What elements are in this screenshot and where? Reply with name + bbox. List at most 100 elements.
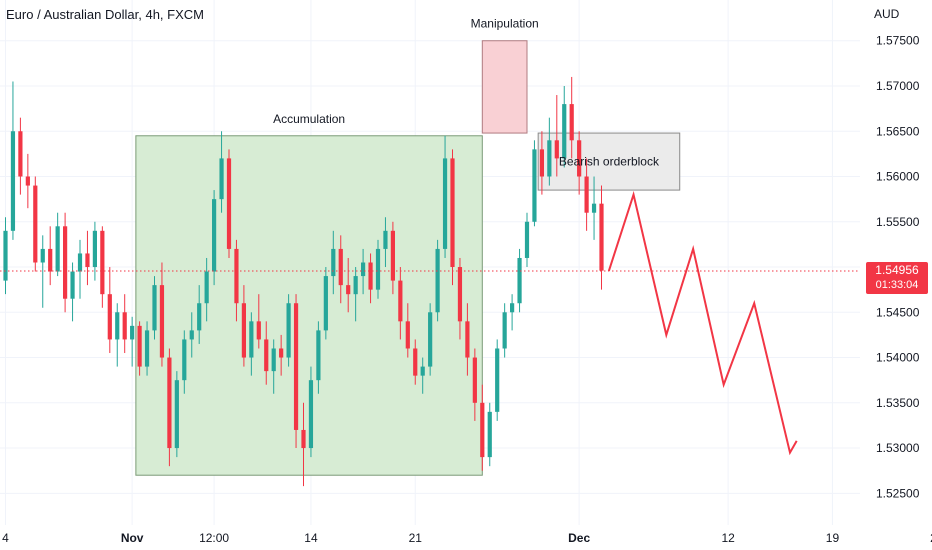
candle-body xyxy=(353,276,358,295)
y-tick-label: 1.52500 xyxy=(876,486,920,500)
last-price-value: 1.54956 xyxy=(875,263,919,277)
candle-body xyxy=(40,248,45,263)
candle-body xyxy=(48,248,53,272)
last-price-badge: 1.54956 01:33:04 xyxy=(866,262,928,294)
candle-body xyxy=(219,158,224,200)
candle-body xyxy=(256,321,261,340)
candle-body xyxy=(286,303,291,358)
candle-body xyxy=(137,325,142,367)
x-tick-label: 26 xyxy=(930,531,932,545)
candle-body xyxy=(271,348,276,372)
candle-body xyxy=(510,303,515,313)
x-tick-label: 19 xyxy=(826,531,840,545)
chart-title: Euro / Australian Dollar, 4h, FXCM xyxy=(6,7,204,22)
candle-body xyxy=(70,271,75,299)
currency-label: AUD xyxy=(874,7,900,21)
candle-body xyxy=(368,262,373,290)
candle-body xyxy=(547,140,552,177)
candle-body xyxy=(100,230,105,295)
candle-body xyxy=(122,312,127,340)
y-tick-label: 1.57500 xyxy=(876,34,920,48)
candle-body xyxy=(346,285,351,295)
candle-body xyxy=(197,303,202,331)
x-axis[interactable]: 4 Nov 12:00 14 21 Dec 12 19 26 xyxy=(2,531,932,545)
overlay-layer: Accumulation Manipulation Bearish orderblo… xyxy=(0,17,860,456)
candle-body xyxy=(115,312,120,340)
y-axis[interactable]: 1.525001.530001.535001.540001.545001.550… xyxy=(876,34,920,501)
candle-body xyxy=(524,221,530,258)
bearish-orderblock-zone xyxy=(537,132,681,191)
x-tick-label: 12:00 xyxy=(199,531,229,545)
candle-body xyxy=(331,248,336,277)
candle-body xyxy=(577,140,582,177)
candle-body xyxy=(480,402,485,458)
candle-body xyxy=(234,248,239,304)
candle-body xyxy=(502,312,507,349)
candle-body xyxy=(591,203,597,213)
candle-body xyxy=(212,199,217,272)
x-tick-label: 12 xyxy=(721,531,735,545)
candle-body xyxy=(159,285,165,358)
y-tick-label: 1.55500 xyxy=(876,215,920,229)
candle-body xyxy=(144,330,150,367)
candle-body xyxy=(279,348,284,358)
y-tick-label: 1.56000 xyxy=(876,170,920,184)
candle-body xyxy=(316,330,321,381)
candle-body xyxy=(77,253,83,272)
candle-body xyxy=(487,411,492,458)
candle-body xyxy=(517,257,522,304)
candle-body xyxy=(323,276,328,331)
candle-body xyxy=(33,185,38,263)
candle-body xyxy=(413,348,418,376)
candle-body xyxy=(10,131,16,231)
candle-body xyxy=(539,149,544,177)
candle-body xyxy=(264,339,269,372)
candle-body xyxy=(338,248,343,286)
candle-body xyxy=(361,262,366,277)
candle-body xyxy=(182,339,187,381)
candle-body xyxy=(107,294,112,340)
candle-body xyxy=(174,380,179,449)
accumulation-label: Accumulation xyxy=(273,112,345,126)
bar-countdown: 01:33:04 xyxy=(875,279,919,291)
y-tick-label: 1.56500 xyxy=(876,124,920,138)
candle-body xyxy=(398,280,403,322)
candle-body xyxy=(249,321,254,358)
candle-body xyxy=(554,140,559,159)
candle-body xyxy=(152,285,157,331)
candle-body xyxy=(420,366,425,376)
candle-body xyxy=(532,149,537,222)
x-tick-label: Nov xyxy=(121,531,144,545)
candle-body xyxy=(472,357,477,403)
candle-body xyxy=(405,321,410,349)
candle-body xyxy=(301,429,306,449)
candle-body xyxy=(92,230,97,268)
candle-body xyxy=(562,104,567,159)
bearish-orderblock-label: Bearish orderblock xyxy=(559,155,660,169)
y-tick-label: 1.53500 xyxy=(876,396,920,410)
candle-body xyxy=(241,303,246,358)
candle-body xyxy=(584,176,589,213)
candle-body xyxy=(85,253,90,268)
candle-body xyxy=(130,325,135,340)
candle-body xyxy=(442,158,448,249)
candle-body xyxy=(435,248,440,313)
y-tick-label: 1.57000 xyxy=(876,79,920,93)
candle-body xyxy=(390,230,395,281)
candle-body xyxy=(226,158,232,249)
manipulation-label: Manipulation xyxy=(471,17,539,31)
candle-body xyxy=(189,330,194,340)
candle-body xyxy=(55,226,60,272)
candle-body xyxy=(495,348,500,412)
candle-body xyxy=(3,230,8,281)
x-tick-label: 4 xyxy=(2,531,9,545)
y-tick-label: 1.54500 xyxy=(876,305,920,319)
candle-body xyxy=(465,321,470,358)
candle-body xyxy=(375,248,381,290)
zones-layer xyxy=(135,40,681,476)
y-tick-label: 1.54000 xyxy=(876,351,920,365)
candle-body xyxy=(18,131,23,177)
candle-body xyxy=(308,380,314,449)
